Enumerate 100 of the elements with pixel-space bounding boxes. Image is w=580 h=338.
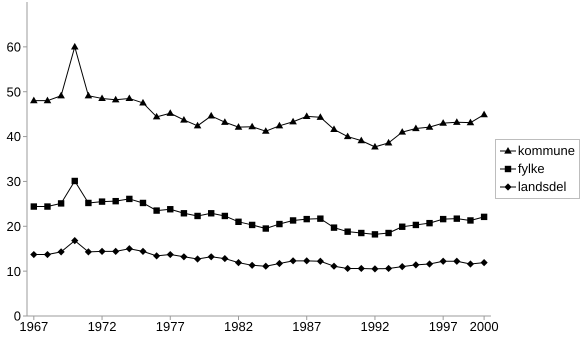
point bbox=[330, 224, 338, 231]
x-tick-label: 1997 bbox=[428, 319, 458, 334]
point bbox=[412, 261, 420, 268]
point bbox=[30, 96, 38, 104]
y-tick-label: 40 bbox=[6, 129, 21, 144]
point bbox=[98, 198, 106, 205]
point bbox=[344, 228, 351, 235]
point bbox=[466, 118, 474, 126]
point bbox=[399, 224, 406, 230]
point bbox=[358, 230, 364, 236]
point bbox=[152, 112, 160, 120]
point bbox=[58, 200, 64, 207]
point bbox=[70, 42, 79, 50]
point bbox=[248, 122, 256, 130]
x-tick-label: 1967 bbox=[19, 319, 48, 334]
point bbox=[194, 122, 202, 128]
point bbox=[398, 263, 406, 270]
point bbox=[30, 203, 38, 210]
point bbox=[454, 215, 460, 222]
point bbox=[385, 230, 392, 236]
point bbox=[112, 96, 120, 102]
point bbox=[440, 216, 446, 222]
point bbox=[71, 237, 78, 244]
point bbox=[344, 264, 352, 272]
point bbox=[440, 258, 447, 265]
x-tick-label: 1992 bbox=[360, 319, 390, 334]
y-tick-label: 30 bbox=[6, 174, 21, 190]
point bbox=[84, 248, 92, 256]
point bbox=[453, 258, 460, 265]
point bbox=[276, 260, 284, 268]
point bbox=[139, 98, 147, 106]
point bbox=[371, 142, 379, 150]
point bbox=[166, 250, 174, 258]
point bbox=[289, 257, 297, 264]
point bbox=[126, 196, 133, 202]
point bbox=[194, 255, 202, 263]
point bbox=[371, 265, 379, 272]
legend-label: kommune bbox=[518, 142, 575, 160]
point bbox=[139, 248, 147, 256]
point bbox=[208, 253, 215, 260]
point bbox=[126, 245, 133, 252]
point bbox=[302, 112, 311, 119]
point bbox=[234, 123, 242, 130]
point bbox=[44, 250, 52, 258]
y-tick-label: 10 bbox=[6, 264, 21, 279]
x-tick-label: 1987 bbox=[292, 319, 322, 334]
point bbox=[72, 178, 78, 184]
point bbox=[453, 118, 461, 125]
point bbox=[262, 127, 270, 134]
point bbox=[98, 248, 106, 256]
point bbox=[344, 132, 352, 140]
point bbox=[44, 96, 52, 104]
point bbox=[358, 264, 365, 272]
y-tick-label: 20 bbox=[6, 218, 21, 234]
point bbox=[426, 260, 434, 268]
x-tick-label: 1982 bbox=[224, 319, 253, 334]
point bbox=[84, 92, 92, 98]
point bbox=[126, 94, 134, 102]
point bbox=[303, 257, 310, 264]
y-tick-label: 50 bbox=[6, 84, 21, 100]
point bbox=[180, 253, 188, 260]
point bbox=[57, 92, 65, 98]
point bbox=[98, 94, 106, 102]
point bbox=[289, 118, 297, 124]
point bbox=[357, 136, 366, 144]
point bbox=[316, 113, 324, 120]
legend-label: fylke bbox=[518, 160, 545, 178]
point bbox=[221, 118, 229, 125]
y-tick-label: 60 bbox=[6, 39, 21, 54]
point bbox=[276, 122, 284, 128]
point bbox=[304, 216, 310, 222]
point bbox=[180, 116, 188, 123]
x-tick-label: 1972 bbox=[88, 319, 117, 334]
point bbox=[153, 252, 160, 260]
point bbox=[58, 248, 65, 256]
point bbox=[384, 138, 392, 146]
point bbox=[290, 217, 296, 224]
point bbox=[112, 248, 120, 256]
point bbox=[153, 207, 160, 214]
point bbox=[235, 218, 242, 225]
point bbox=[316, 258, 324, 265]
point bbox=[426, 123, 434, 130]
point bbox=[276, 220, 283, 228]
point bbox=[439, 119, 447, 126]
point bbox=[330, 125, 338, 132]
point bbox=[384, 264, 392, 272]
point bbox=[207, 112, 216, 119]
point bbox=[262, 225, 269, 232]
point bbox=[412, 124, 420, 132]
point bbox=[221, 254, 228, 262]
point bbox=[480, 110, 488, 118]
point bbox=[330, 262, 338, 270]
legend-label: landsdel bbox=[518, 178, 566, 196]
point bbox=[248, 262, 256, 269]
point bbox=[208, 210, 214, 216]
point bbox=[166, 109, 174, 116]
x-tick-label: 2000 bbox=[470, 319, 499, 334]
point bbox=[466, 260, 474, 268]
point bbox=[234, 259, 242, 266]
y-tick-label: 0 bbox=[14, 308, 21, 324]
